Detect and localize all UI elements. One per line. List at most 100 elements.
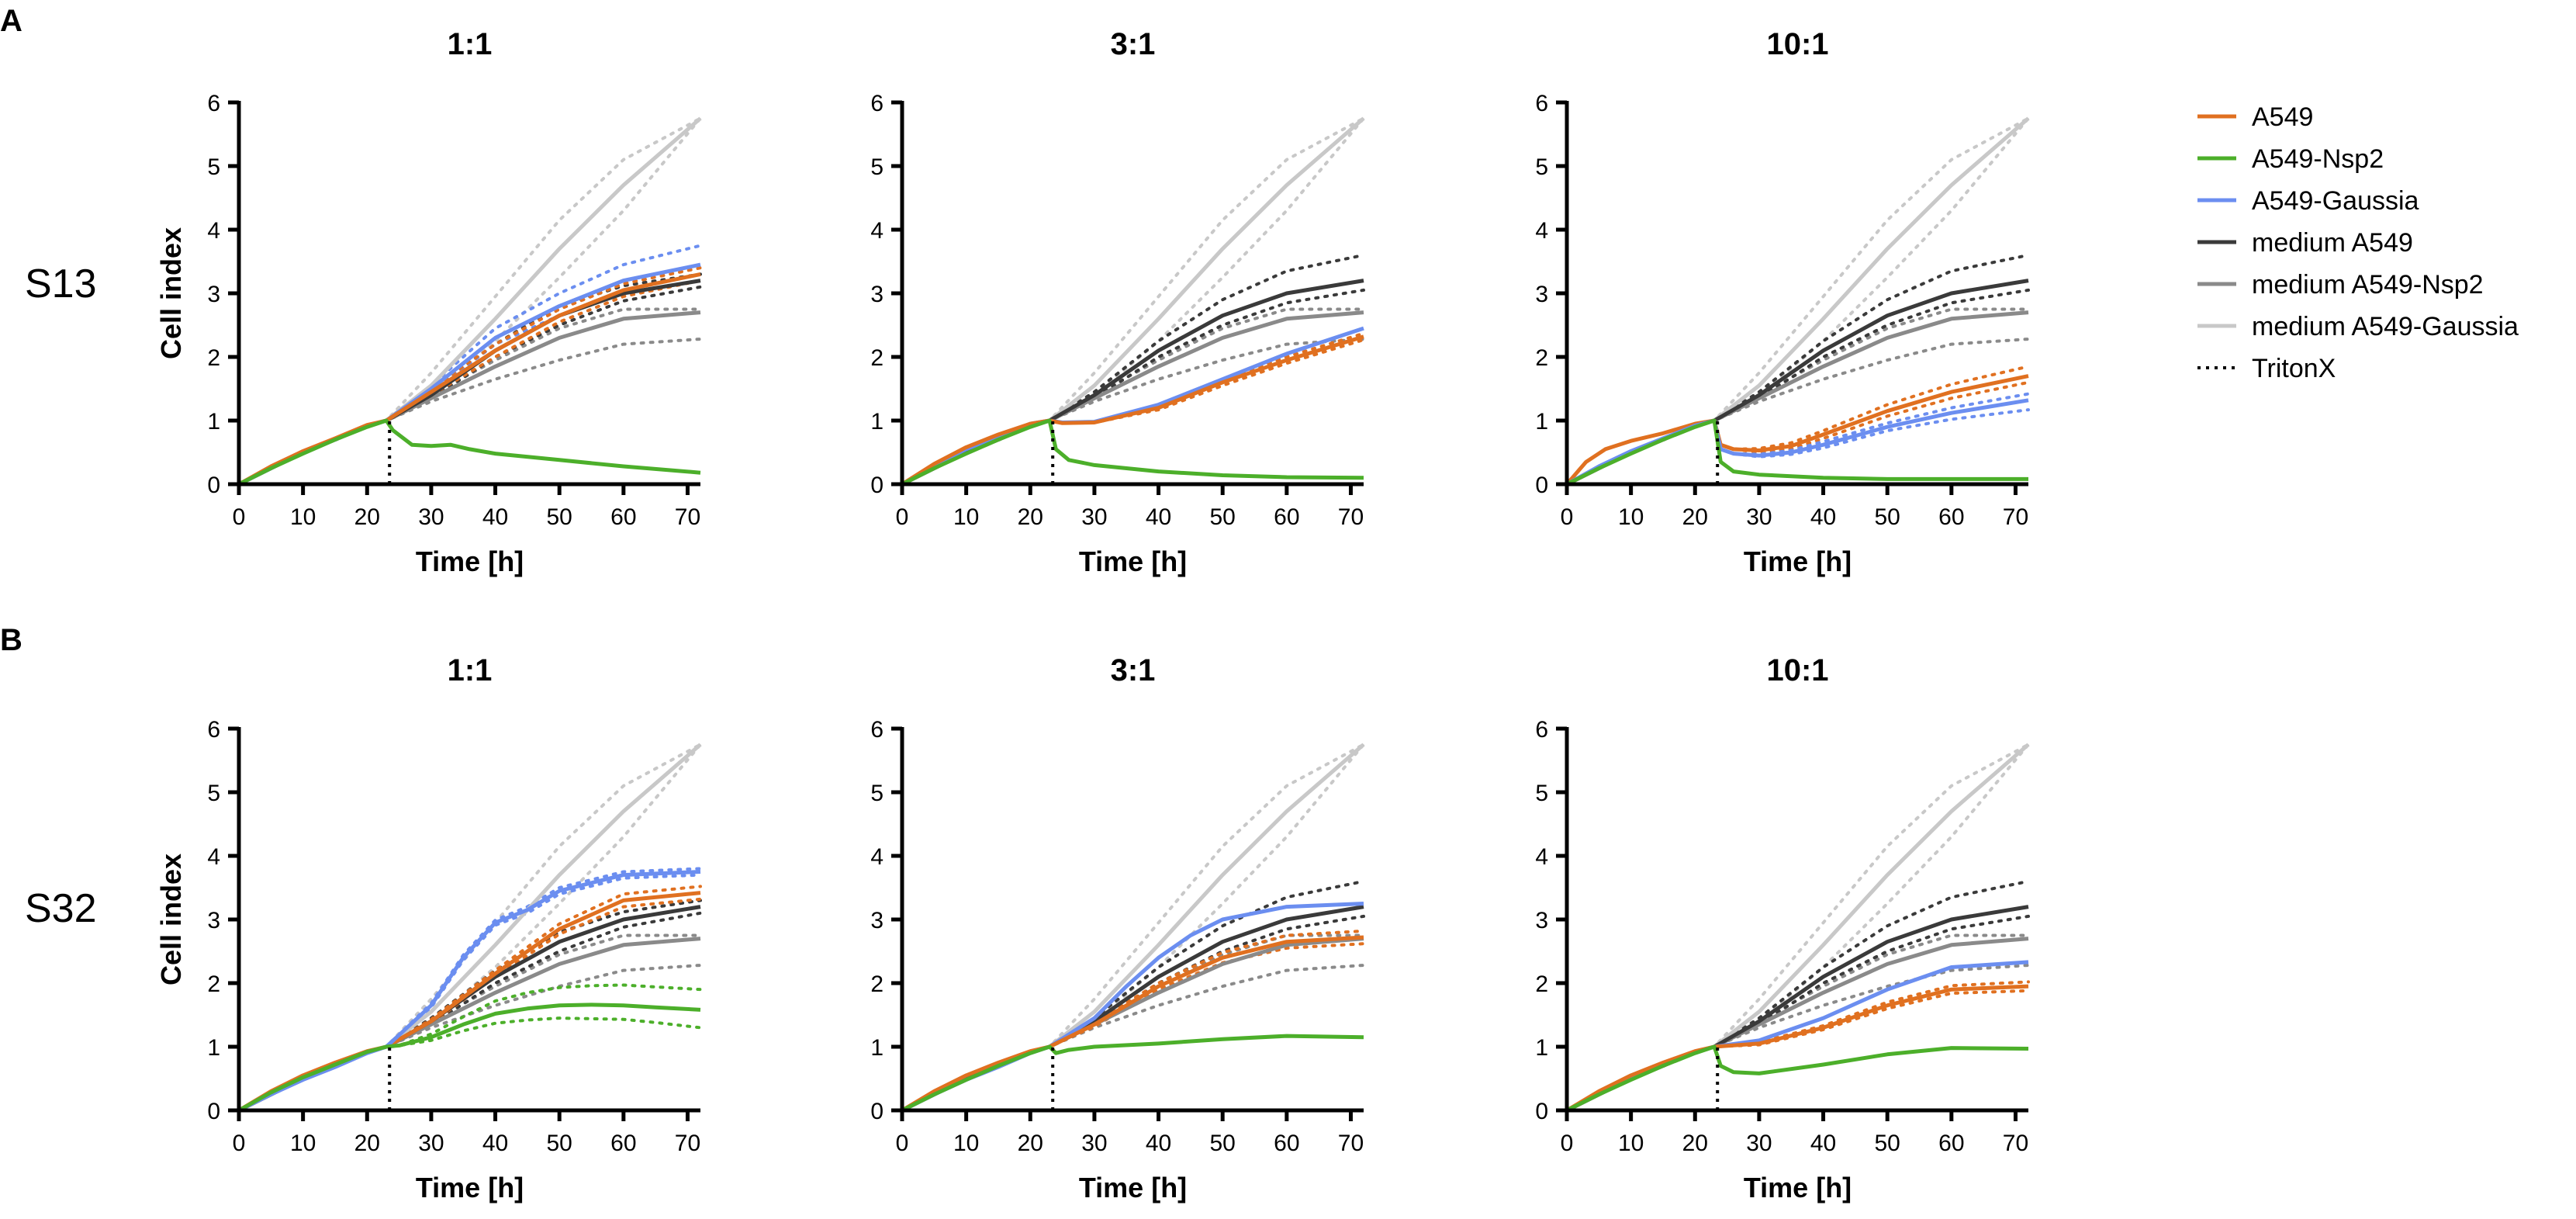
x-tick-label: 40 — [1146, 504, 1171, 530]
series-line-a549 — [901, 334, 1364, 487]
chart-title: 1:1 — [448, 653, 493, 687]
y-tick-label: 5 — [1535, 781, 1548, 806]
x-tick-label: 20 — [1018, 1131, 1043, 1156]
band-medium-a549-gaussia-lower — [237, 743, 702, 1112]
x-tick-label: 70 — [1338, 1131, 1364, 1156]
y-tick-label: 4 — [870, 844, 883, 870]
series-line-medium-a549-nsp2 — [901, 937, 1364, 1113]
panel-letter-a: A — [0, 4, 22, 38]
series-line-medium-a549-gaussia — [901, 116, 1365, 487]
series-line-a549-gaussia — [1565, 398, 2029, 487]
y-tick-label: 3 — [207, 282, 220, 307]
y-tick-label: 6 — [207, 717, 220, 743]
series-line-a549-nsp2 — [901, 418, 1364, 487]
x-tick-label: 10 — [290, 1131, 316, 1156]
y-tick-label: 6 — [1535, 717, 1548, 743]
series-line-medium-a549-nsp2 — [1565, 310, 2029, 487]
x-tick-label: 30 — [1081, 504, 1107, 530]
series-line-medium-a549-gaussia — [1565, 116, 2030, 487]
x-axis-title: Time [h] — [1744, 1172, 1852, 1203]
x-tick-label: 30 — [1746, 504, 1772, 530]
x-tick-label: 60 — [1938, 1131, 1964, 1156]
y-tick-label: 4 — [1535, 218, 1548, 244]
y-tick-label: 3 — [1535, 282, 1548, 307]
legend-label-a549: A549 — [2252, 102, 2313, 132]
legend-label-a549-nsp2: A549-Nsp2 — [2252, 144, 2384, 174]
x-tick-label: 0 — [896, 1131, 909, 1156]
x-axis-title: Time [h] — [416, 1172, 524, 1203]
y-tick-label: 1 — [207, 409, 220, 435]
x-tick-label: 70 — [675, 1131, 700, 1156]
series-line-medium-a549-gaussia — [237, 743, 702, 1113]
series-line-a549-nsp2 — [1565, 1044, 2029, 1113]
series-line-medium-a549-nsp2 — [901, 310, 1364, 487]
y-tick-label: 6 — [1535, 91, 1548, 116]
legend-label-medium-a549-nsp2: medium A549-Nsp2 — [2252, 270, 2484, 300]
legend-label-a549-gaussia: A549-Gaussia — [2252, 186, 2419, 216]
y-tick-label: 1 — [870, 409, 883, 435]
x-tick-label: 0 — [1561, 1131, 1574, 1156]
band-medium-a549-gaussia-upper — [237, 116, 702, 486]
band-medium-a549-gaussia-lower — [237, 116, 702, 486]
y-tick-label: 0 — [207, 473, 220, 498]
series-line-medium-a549-gaussia — [1565, 743, 2030, 1113]
series-line-medium-a549-nsp2 — [1565, 937, 2029, 1113]
series-line-medium-a549-gaussia — [901, 743, 1365, 1113]
y-tick-label: 0 — [1535, 1099, 1548, 1124]
x-tick-label: 50 — [1875, 504, 1900, 530]
y-tick-label: 1 — [1535, 1035, 1548, 1061]
x-tick-label: 40 — [482, 504, 508, 530]
y-tick-label: 4 — [1535, 844, 1548, 870]
x-tick-label: 70 — [675, 504, 700, 530]
x-tick-label: 20 — [1682, 504, 1708, 530]
band-medium-a549-gaussia-lower — [901, 743, 1365, 1112]
chart-title: 10:1 — [1766, 27, 1828, 61]
y-tick-label: 1 — [870, 1035, 883, 1061]
row-label-s32: S32 — [25, 886, 97, 931]
band-medium-a549-gaussia-lower — [1565, 743, 2030, 1112]
x-tick-label: 70 — [2003, 504, 2028, 530]
y-tick-label: 5 — [207, 154, 220, 180]
band-medium-a549-nsp2-upper — [901, 307, 1365, 486]
x-tick-label: 20 — [354, 504, 380, 530]
band-medium-a549-gaussia-lower — [901, 116, 1365, 486]
x-tick-label: 50 — [547, 504, 572, 530]
x-tick-label: 30 — [418, 1131, 444, 1156]
x-tick-label: 0 — [1561, 504, 1574, 530]
x-tick-label: 20 — [1018, 504, 1043, 530]
legend-label-medium-a549: medium A549 — [2252, 228, 2413, 258]
legend-label-medium-a549-gaussia: medium A549-Gaussia — [2252, 312, 2519, 341]
x-tick-label: 60 — [1274, 504, 1299, 530]
y-tick-label: 4 — [870, 218, 883, 244]
series-line-a549 — [901, 935, 1364, 1113]
x-tick-label: 10 — [1618, 504, 1644, 530]
x-tick-label: 20 — [354, 1131, 380, 1156]
x-tick-label: 70 — [1338, 504, 1364, 530]
band-medium-a549-nsp2-lower — [237, 964, 702, 1112]
band-medium-a549-gaussia-upper — [901, 743, 1365, 1112]
y-tick-label: 0 — [207, 1099, 220, 1124]
y-tick-label: 0 — [870, 473, 883, 498]
x-tick-label: 40 — [482, 1131, 508, 1156]
band-a549-upper — [901, 929, 1365, 1112]
x-tick-label: 50 — [1210, 1131, 1236, 1156]
x-tick-label: 50 — [1210, 504, 1236, 530]
x-tick-label: 40 — [1810, 1131, 1836, 1156]
x-tick-label: 10 — [1618, 1131, 1644, 1156]
series-line-a549-nsp2 — [901, 1034, 1364, 1113]
band-a549-lower — [1565, 380, 2030, 486]
series-line-medium-a549 — [901, 279, 1364, 487]
y-tick-label: 6 — [207, 91, 220, 116]
y-tick-label: 2 — [870, 345, 883, 371]
legend: A549 A549-Nsp2 A549-Gaussia medium A549 medi… — [2197, 102, 2519, 383]
band-a549-gaussia-lower — [237, 279, 702, 486]
x-tick-label: 10 — [953, 1131, 979, 1156]
y-tick-label: 3 — [870, 908, 883, 933]
y-tick-label: 1 — [1535, 409, 1548, 435]
